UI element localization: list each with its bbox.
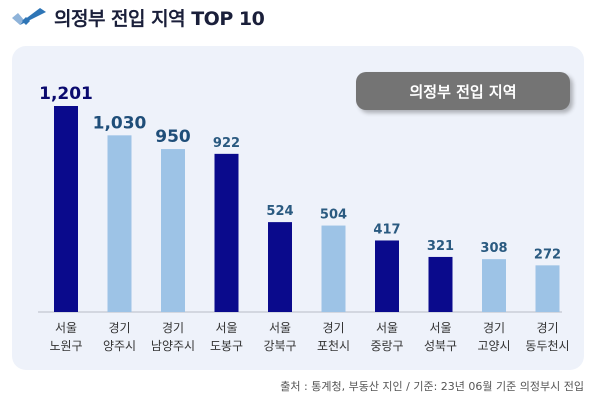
category-label-district: 동두천시 [525,338,569,353]
bar [161,149,185,312]
category-label-region: 서울 [215,321,237,335]
category-label-region: 경기 [536,321,558,335]
category-label-region: 경기 [322,321,344,335]
category-label-district: 노원구 [49,339,82,353]
value-label: 417 [373,222,400,237]
value-label: 308 [480,241,507,256]
category-label-region: 경기 [162,321,184,335]
bar [535,265,560,312]
category-label-district: 강북구 [263,339,296,353]
value-label: 1,030 [93,113,147,133]
header: 의정부 전입 지역 TOP 10 [0,0,596,40]
category-label-region: 서울 [55,321,77,335]
bar [428,256,453,312]
category-label-district: 고양시 [477,339,510,353]
category-label-district: 도봉구 [210,339,243,353]
bar [321,225,346,312]
bar [268,222,292,312]
category-label-district: 성북구 [424,339,457,353]
source-note: 출처 : 통계청, 부동산 지인 / 기준: 23년 06월 기준 의정부시 전… [280,380,584,393]
value-label: 950 [155,127,191,147]
value-label: 321 [427,239,454,254]
value-label: 1,201 [39,84,93,104]
chart-legend: 의정부 전입 지역 [356,72,570,110]
chart-card: 의정부 전입 지역 [12,46,584,370]
value-label: 524 [266,204,293,219]
page-title: 의정부 전입 지역 TOP 10 [54,8,265,30]
category-label-district: 중랑구 [370,339,403,353]
bar [375,240,399,312]
category-label-region: 서울 [376,321,398,335]
category-label-district: 포천시 [317,338,350,353]
category-label-district: 남양주시 [151,339,195,353]
bar [54,106,78,312]
bar [214,153,239,312]
category-label-district: 양주시 [103,339,136,353]
value-label: 272 [534,247,561,262]
category-label-region: 경기 [108,321,130,335]
bar [107,135,132,312]
double-checkmark-icon [12,8,46,25]
category-label-region: 서울 [269,321,291,335]
category-label-region: 서울 [429,321,451,335]
category-label-region: 경기 [483,321,505,335]
value-label: 922 [213,136,240,151]
value-label: 504 [320,208,347,223]
bar [482,259,506,312]
